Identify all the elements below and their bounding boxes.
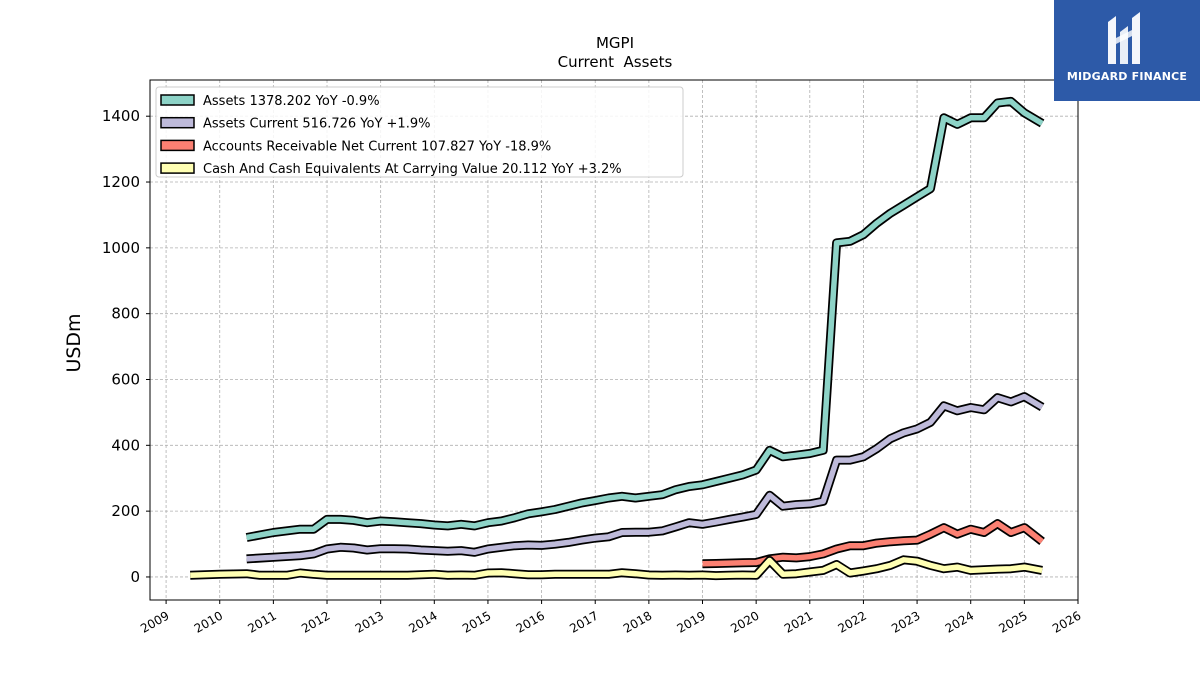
- legend: Assets 1378.202 YoY -0.9% Assets Current …: [155, 86, 684, 178]
- x-tick-label: 2023: [889, 608, 922, 635]
- x-tick-label: 2013: [353, 608, 386, 635]
- x-tick-label: 2022: [835, 608, 868, 635]
- legend-label: Assets 1378.202 YoY -0.9%: [203, 94, 380, 109]
- y-tick-label: 800: [111, 305, 140, 323]
- legend-box: [155, 86, 684, 178]
- legend-swatch: [160, 94, 195, 106]
- y-tick-label: 400: [111, 436, 140, 454]
- brand-name: MIDGARD FINANCE: [1066, 70, 1188, 83]
- y-tick-label: 1400: [102, 107, 140, 125]
- x-tick-label: 2018: [621, 608, 654, 635]
- legend-label: Cash And Cash Equivalents At Carrying Va…: [203, 162, 622, 177]
- y-tick-label: 600: [111, 370, 140, 388]
- y-tick-label: 1000: [102, 239, 140, 257]
- plot-frame: [149, 79, 1079, 601]
- x-tick-label: 2021: [782, 608, 815, 635]
- series-line-1: [246, 393, 1044, 562]
- x-tick-label: 2016: [514, 608, 547, 635]
- x-tick-label: 2019: [675, 608, 708, 635]
- x-tick-label: 2015: [460, 608, 493, 635]
- series-line-0: [246, 98, 1044, 541]
- y-axis-label: USDm: [63, 313, 85, 372]
- x-tick-label: 2020: [728, 608, 761, 635]
- y-axis: 0 200 400 600 800 1000 1200 1400: [102, 107, 150, 586]
- y-tick-label: 1200: [102, 173, 140, 191]
- legend-swatch: [160, 162, 195, 174]
- chart-subtitle: Current Assets: [558, 53, 673, 71]
- legend-label: Assets Current 516.726 YoY +1.9%: [203, 117, 430, 132]
- x-axis: 2009 2010 2011 2012 2013 2014 2015 2016 2017 2018…: [138, 600, 1084, 636]
- legend-swatch: [160, 139, 195, 152]
- brand-logo: MIDGARD FINANCE: [1054, 0, 1200, 101]
- x-tick-label: 2009: [138, 608, 171, 635]
- x-tick-label: 2011: [245, 608, 278, 635]
- series-line-2: [702, 520, 1044, 567]
- x-tick-label: 2010: [192, 608, 225, 635]
- series-layer: [190, 96, 1045, 581]
- legend-label: Accounts Receivable Net Current 107.827 …: [203, 139, 551, 154]
- x-tick-label: 2026: [1050, 608, 1083, 635]
- x-tick-label: 2014: [406, 608, 439, 635]
- x-tick-label: 2012: [299, 608, 332, 635]
- chart-title: MGPI: [596, 34, 634, 52]
- y-tick-label: 200: [111, 502, 140, 520]
- midgard-logo-icon: [1108, 12, 1140, 64]
- x-tick-label: 2025: [996, 608, 1029, 635]
- x-tick-label: 2024: [943, 608, 976, 635]
- x-tick-label: 2017: [567, 608, 600, 635]
- y-tick-label: 0: [130, 568, 140, 586]
- series-line-3: [190, 557, 1043, 579]
- legend-swatch: [160, 116, 195, 129]
